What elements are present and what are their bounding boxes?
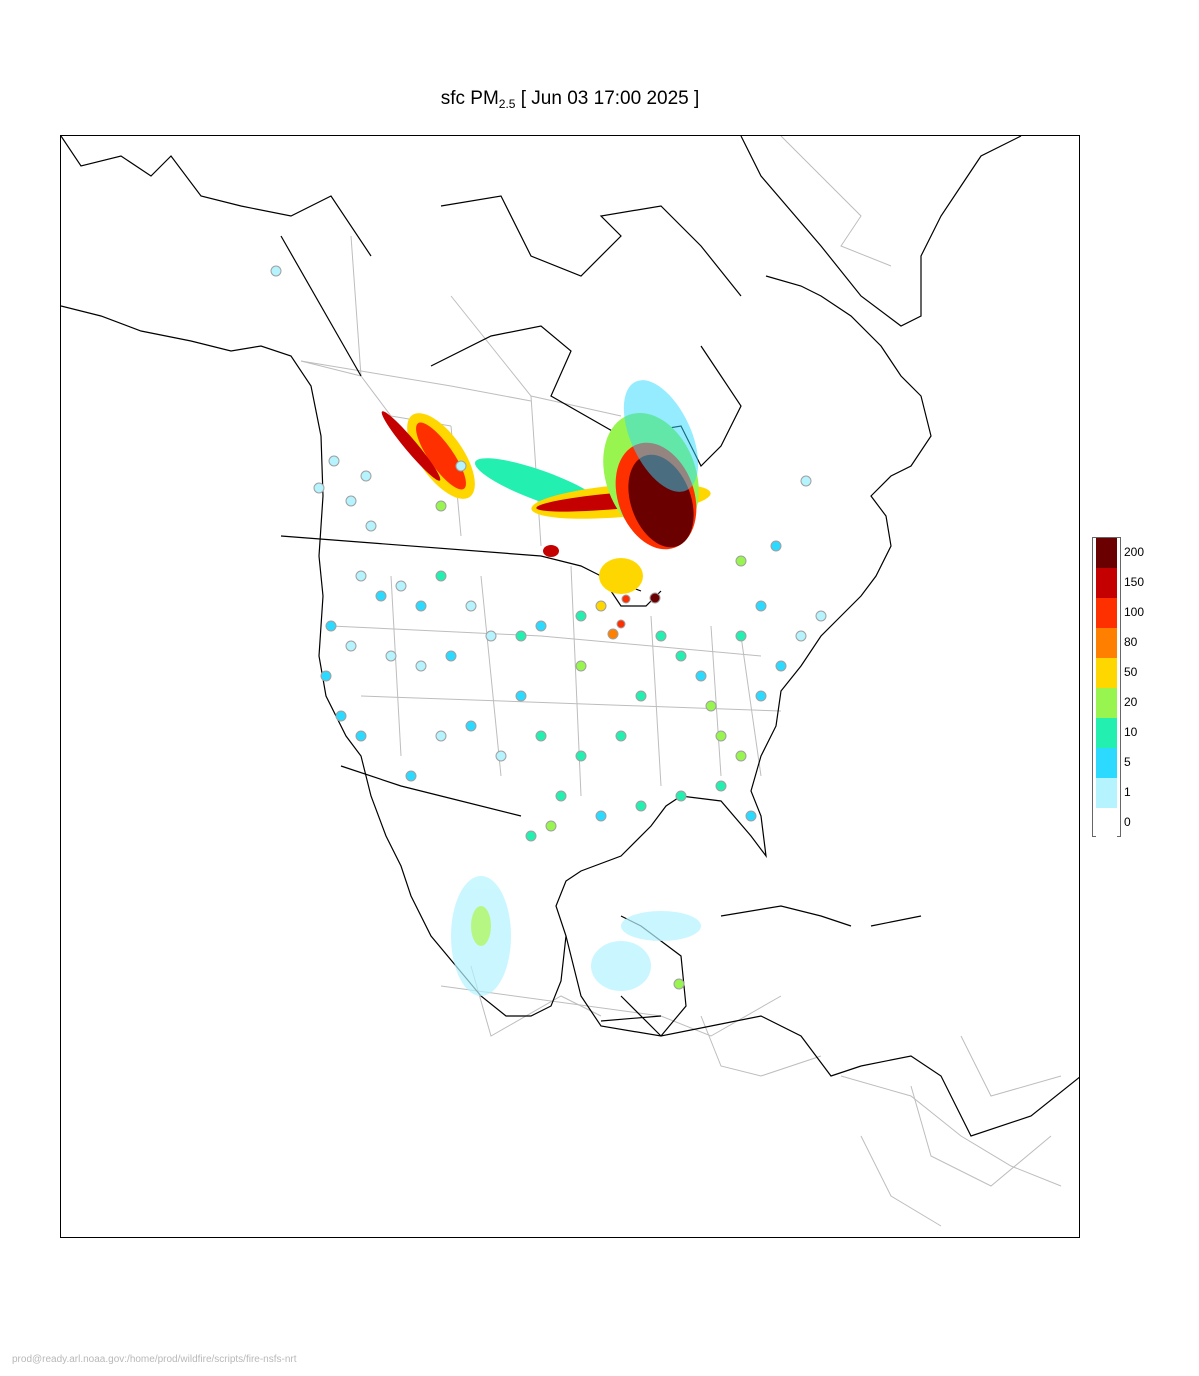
legend-label: 1: [1124, 785, 1131, 799]
station-dot: [575, 750, 587, 762]
smoke-plume: [381, 380, 711, 594]
legend-swatch: [1096, 718, 1117, 748]
station-dot: [649, 592, 661, 604]
legend-label: 50: [1124, 665, 1138, 679]
station-dot: [455, 460, 467, 472]
station-dot: [575, 610, 587, 622]
map-title: sfc PM2.5 [ Jun 03 17:00 2025 ]: [440, 88, 700, 111]
station-dot: [405, 770, 417, 782]
station-dot: [335, 710, 347, 722]
color-legend: [1092, 537, 1121, 838]
station-dot: [575, 660, 587, 672]
coastlines: [61, 136, 1079, 1137]
station-dot: [815, 610, 827, 622]
station-dot: [313, 482, 325, 494]
station-dot: [615, 730, 627, 742]
station-dot: [385, 650, 397, 662]
legend-label: 150: [1124, 575, 1145, 589]
station-dot: [621, 594, 631, 604]
legend-swatch: [1096, 748, 1117, 778]
legend-swatch: [1096, 778, 1117, 808]
station-dot: [755, 600, 767, 612]
station-dot: [800, 475, 812, 487]
station-dots: [270, 265, 827, 990]
station-dot: [535, 730, 547, 742]
station-dot: [415, 600, 427, 612]
legend-swatch: [1096, 688, 1117, 718]
station-dot: [655, 630, 667, 642]
station-dot: [320, 670, 332, 682]
mexico-haze: [451, 876, 701, 996]
station-dot: [745, 810, 757, 822]
map-frame: [60, 135, 1080, 1238]
station-dot: [345, 495, 357, 507]
legend-label: 10: [1124, 725, 1138, 739]
station-dot: [635, 800, 647, 812]
station-dot: [675, 790, 687, 802]
station-dot: [415, 660, 427, 672]
legend-label: 200: [1124, 545, 1145, 559]
station-dot: [635, 690, 647, 702]
station-dot: [775, 660, 787, 672]
legend-label: 5: [1124, 755, 1131, 769]
station-dot: [795, 630, 807, 642]
station-dot: [755, 690, 767, 702]
station-dot: [675, 650, 687, 662]
station-dot: [375, 590, 387, 602]
station-dot: [465, 600, 477, 612]
station-dot: [355, 730, 367, 742]
station-dot: [355, 570, 367, 582]
station-dot: [435, 570, 447, 582]
station-dot: [545, 820, 557, 832]
station-dot: [607, 628, 619, 640]
station-dot: [515, 690, 527, 702]
station-dot: [445, 650, 457, 662]
station-dot: [435, 500, 447, 512]
legend-label: 20: [1124, 695, 1138, 709]
legend-swatch: [1096, 628, 1117, 658]
station-dot: [735, 750, 747, 762]
station-dot: [770, 540, 782, 552]
station-dot: [270, 265, 282, 277]
station-dot: [525, 830, 537, 842]
station-dot: [535, 620, 547, 632]
station-dot: [365, 520, 377, 532]
station-dot: [673, 978, 685, 990]
footer-path: prod@ready.arl.noaa.gov:/home/prod/wildf…: [12, 1354, 297, 1365]
station-dot: [360, 470, 372, 482]
station-dot: [695, 670, 707, 682]
station-dot: [435, 730, 447, 742]
station-dot: [616, 619, 626, 629]
pm25-map: [61, 136, 1079, 1227]
station-dot: [595, 600, 607, 612]
legend-swatch: [1096, 538, 1117, 568]
station-dot: [515, 630, 527, 642]
station-dot: [465, 720, 477, 732]
legend-label: 0: [1124, 815, 1131, 829]
station-dot: [325, 620, 337, 632]
station-dot: [395, 580, 407, 592]
legend-label: 80: [1124, 635, 1138, 649]
station-dot: [555, 790, 567, 802]
station-dot: [345, 640, 357, 652]
legend-swatch: [1096, 658, 1117, 688]
station-dot: [485, 630, 497, 642]
station-dot: [735, 555, 747, 567]
station-dot: [715, 730, 727, 742]
station-dot: [495, 750, 507, 762]
legend-swatch: [1096, 568, 1117, 598]
legend-swatch: [1096, 598, 1117, 628]
legend-label: 100: [1124, 605, 1145, 619]
station-dot: [328, 455, 340, 467]
station-dot: [715, 780, 727, 792]
legend-swatch: [1096, 808, 1117, 838]
station-dot: [705, 700, 717, 712]
station-dot: [595, 810, 607, 822]
boundary-lines: [300, 136, 1062, 1227]
station-dot: [735, 630, 747, 642]
